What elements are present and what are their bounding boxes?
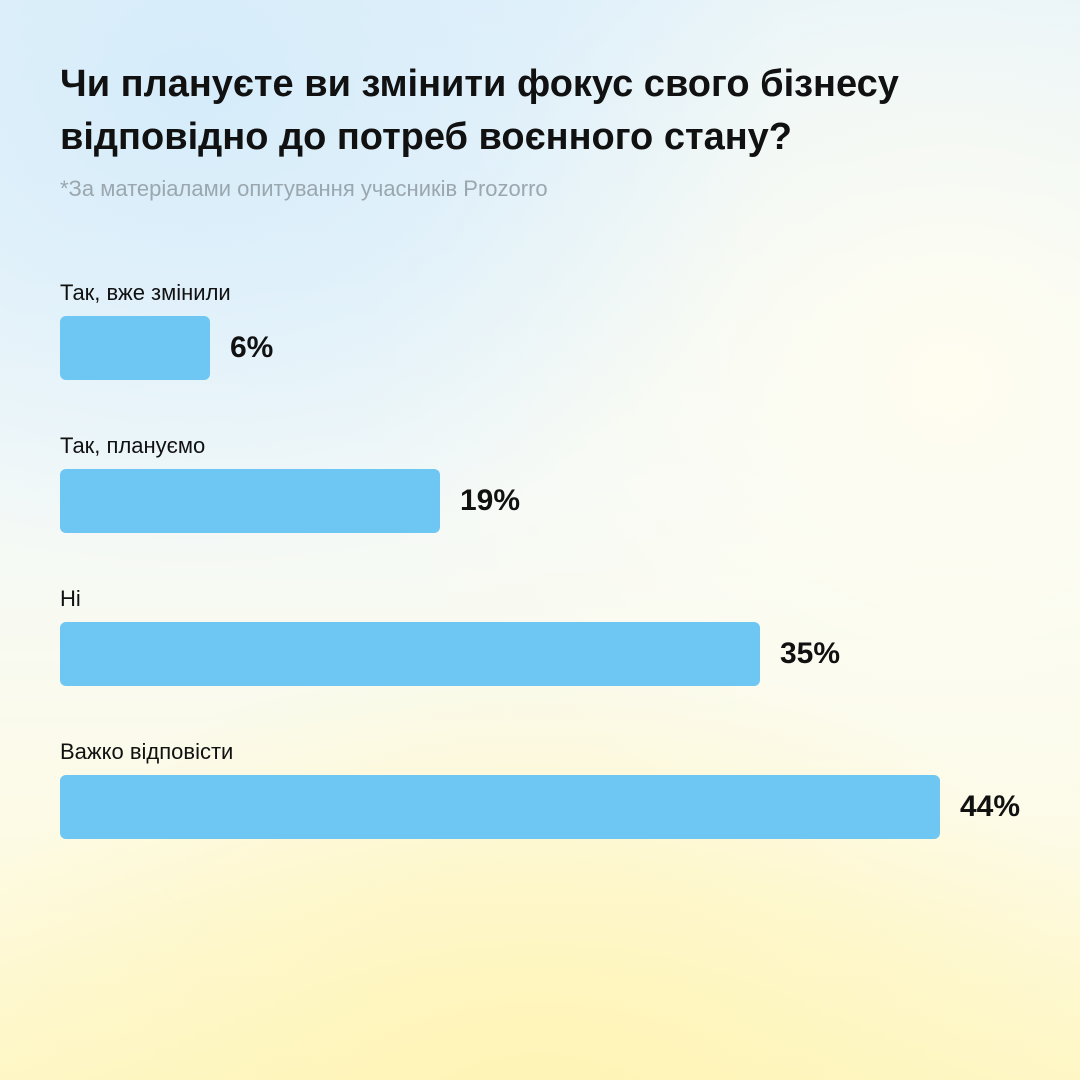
bar — [60, 622, 760, 686]
category-label: Важко відповісти — [60, 739, 234, 764]
category-label: Так, вже змінили — [60, 280, 231, 305]
value-label: 6% — [230, 331, 274, 364]
chart-subtitle: *За матеріалами опитування учасників Pro… — [60, 176, 548, 201]
value-label: 44% — [960, 790, 1021, 823]
bar — [60, 775, 940, 839]
category-label: Ні — [60, 586, 81, 611]
chart-title: Чи плануєте ви змінити фокус свого бізне… — [60, 63, 899, 158]
bar — [60, 316, 210, 380]
bar — [60, 469, 440, 533]
value-label: 19% — [460, 484, 521, 517]
category-label: Так, плануємо — [60, 433, 206, 458]
value-label: 35% — [780, 637, 841, 670]
